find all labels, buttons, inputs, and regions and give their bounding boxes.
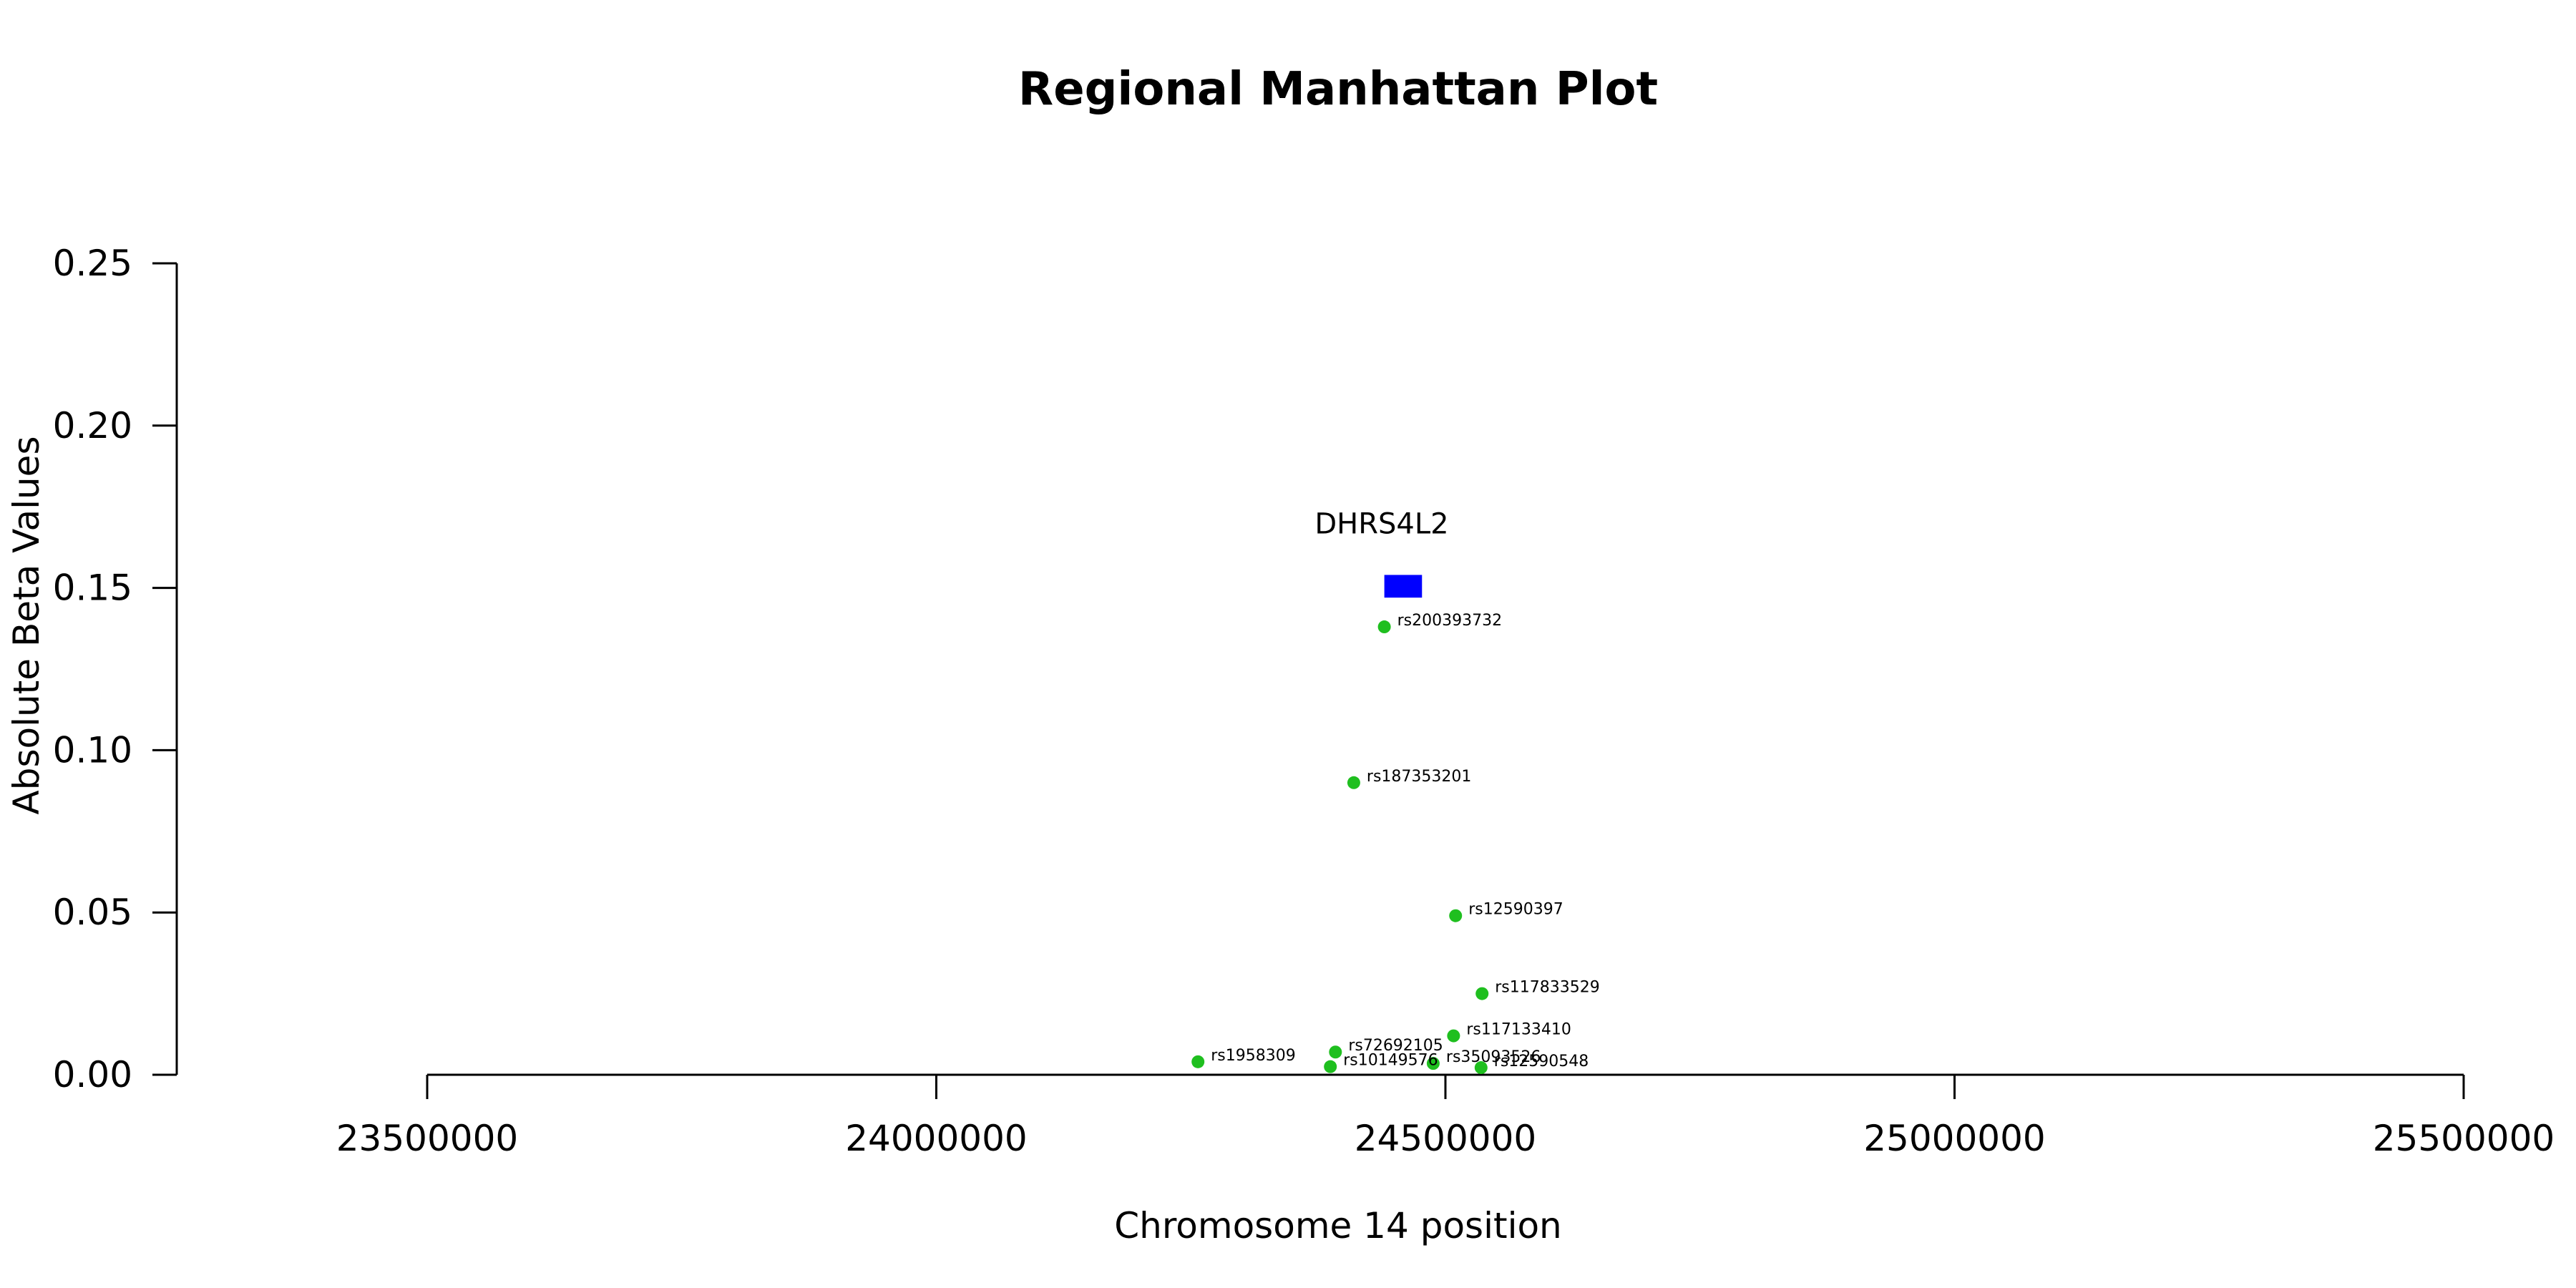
snp-point [1377,620,1391,634]
snp-label: rs117133410 [1466,1021,1571,1039]
snp-point [1447,1029,1460,1043]
snp-point [1329,1045,1342,1059]
gene-block [1384,575,1423,598]
snp-point [1347,776,1360,789]
snp-label: rs12590397 [1468,901,1563,919]
snp-point [1474,1061,1488,1075]
snp-label: rs187353201 [1367,768,1471,786]
snp-point [1475,987,1489,1000]
y-tick-label: 0.10 [53,729,132,771]
snp-label: rs10149576 [1343,1052,1438,1070]
y-tick-label: 0.00 [53,1054,132,1096]
snp-label: rs35093526 [1446,1048,1541,1066]
y-axis: 0.00 0.05 0.10 0.15 0.20 0.25 [53,243,178,1096]
snp-label: rs1958309 [1211,1047,1296,1065]
x-tick-label: 25500000 [2373,1118,2555,1159]
snp-point [1426,1057,1440,1070]
snp-label: rs200393732 [1397,612,1502,630]
y-tick-label: 0.25 [53,243,132,284]
snp-point [1191,1055,1205,1068]
snp-label: rs117833529 [1495,979,1599,997]
x-axis: 23500000 24000000 24500000 25000000 25500000 [336,1073,2555,1159]
chart-title: Regional Manhattan Plot [1018,63,1658,116]
y-tick-label: 0.15 [53,567,132,609]
snp-point [1324,1060,1337,1073]
x-tick-label: 24000000 [845,1118,1028,1159]
y-tick-label: 0.20 [53,405,132,447]
x-tick-label: 23500000 [336,1118,519,1159]
y-tick-label: 0.05 [53,892,132,933]
snp-label: rs12590548 [1494,1053,1589,1070]
snp-label: rs72692105 [1348,1037,1443,1055]
x-tick-label: 24500000 [1355,1118,1537,1159]
snp-point [1449,909,1463,922]
x-tick-label: 25000000 [1863,1118,2046,1159]
gene-annotation: DHRS4L2 [1314,507,1449,598]
x-axis-label: Chromosome 14 position [1114,1205,1562,1246]
y-axis-label: Absolute Beta Values [6,436,47,815]
gene-label: DHRS4L2 [1314,507,1448,540]
data-points: rs200393732 rs187353201 rs12590397 rs117833… [1191,612,1600,1075]
